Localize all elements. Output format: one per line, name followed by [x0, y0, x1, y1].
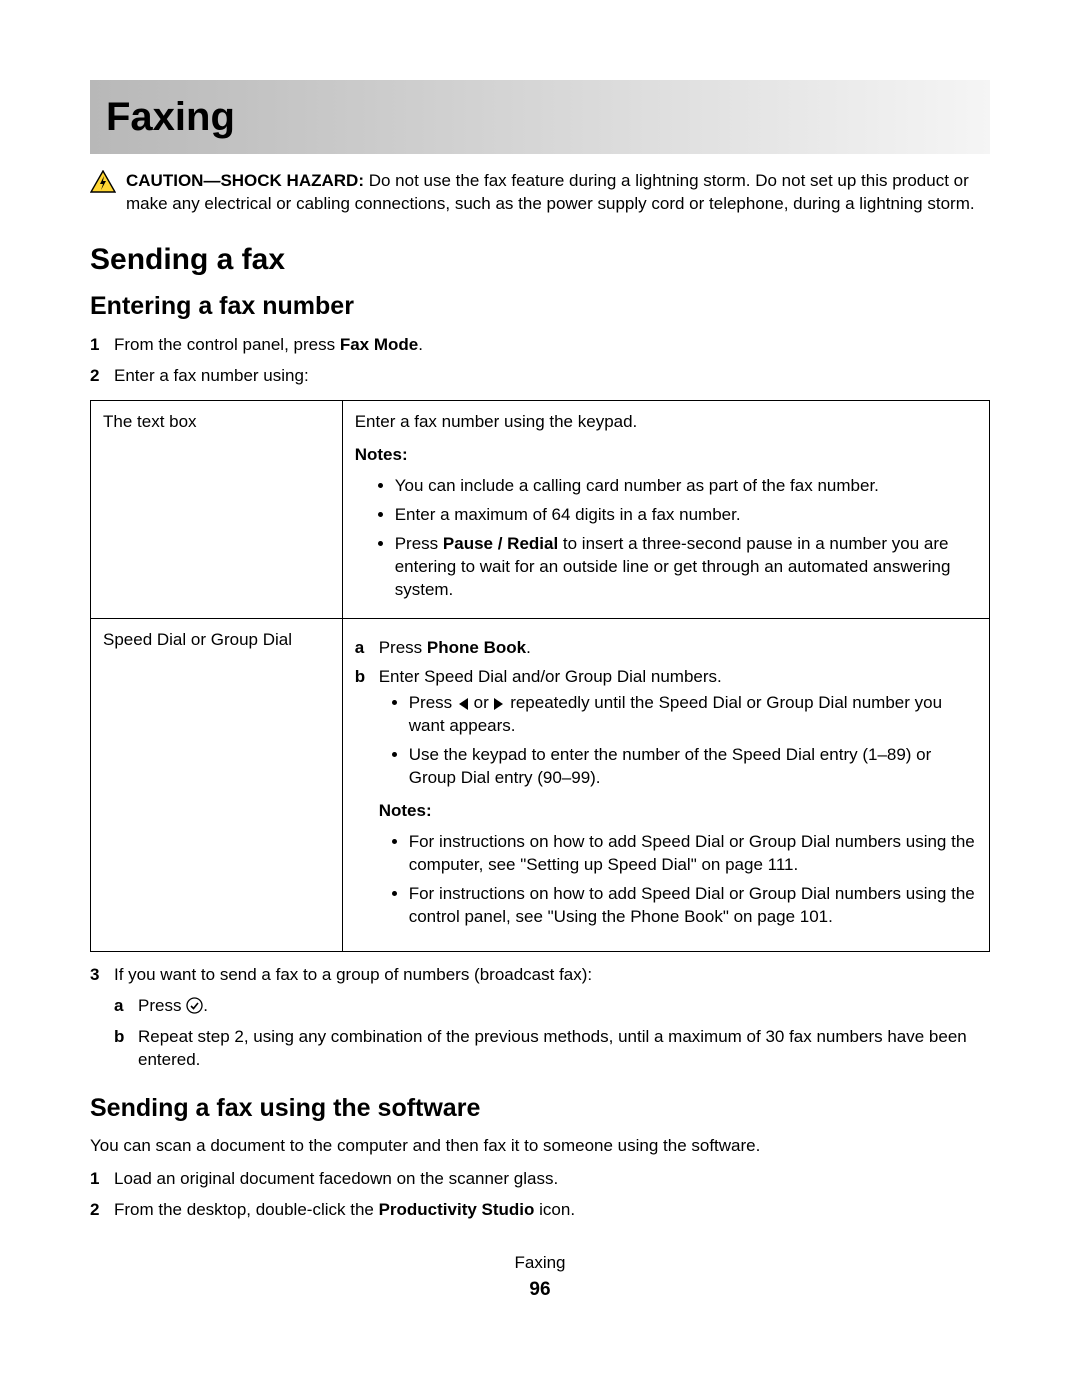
software-steps-list: 1 Load an original document facedown on … [90, 1168, 990, 1222]
table-cell-left: The text box [91, 401, 343, 619]
shock-hazard-icon [90, 170, 116, 194]
check-circle-icon [186, 995, 203, 1018]
step-1-text: From the control panel, press Fax Mode. [114, 334, 990, 357]
subsection-heading-entering: Entering a fax number [90, 290, 990, 324]
soft-step-2: From the desktop, double-click the Produ… [114, 1199, 990, 1222]
alpha-letter: b [355, 666, 379, 935]
caution-label: CAUTION—SHOCK HAZARD: [126, 171, 364, 190]
footer-title: Faxing [90, 1252, 990, 1275]
list-item: Use the keypad to enter the number of th… [409, 744, 977, 790]
step-number: 1 [90, 1168, 114, 1191]
step-3-body: If you want to send a fax to a group of … [114, 964, 990, 1080]
step-number: 1 [90, 334, 114, 357]
section-heading: Sending a fax [90, 240, 990, 281]
alpha-letter: a [114, 995, 138, 1018]
list-item: For instructions on how to add Speed Dia… [409, 883, 977, 929]
alpha-list: a Press Phone Book. b Enter Speed Dial a… [355, 637, 977, 935]
subsection-heading-software: Sending a fax using the software [90, 1092, 990, 1126]
caution-text: CAUTION—SHOCK HAZARD: Do not use the fax… [126, 170, 990, 216]
step-number: 2 [90, 365, 114, 388]
list-item: For instructions on how to add Speed Dia… [409, 831, 977, 877]
notes-bullets: You can include a calling card number as… [355, 475, 977, 602]
fax-entry-table: The text box Enter a fax number using th… [90, 400, 990, 952]
list-item: Press or repeatedly until the Speed Dial… [409, 692, 977, 738]
step-3a-text: Press . [138, 995, 990, 1018]
page-footer: Faxing 96 [90, 1252, 990, 1303]
step-2-text: Enter a fax number using: [114, 365, 990, 388]
alpha-b-text: Enter Speed Dial and/or Group Dial numbe… [379, 666, 977, 689]
list-item: Enter a maximum of 64 digits in a fax nu… [395, 504, 977, 527]
arrow-left-icon [457, 692, 469, 715]
chapter-title: Faxing [106, 90, 974, 144]
step-number: 2 [90, 1199, 114, 1222]
alpha-b-body: Enter Speed Dial and/or Group Dial numbe… [379, 666, 977, 935]
table-cell-left: Speed Dial or Group Dial [91, 618, 343, 951]
notes-label: Notes: [355, 444, 977, 467]
step-3b-text: Repeat step 2, using any combination of … [138, 1026, 990, 1072]
soft-step-1: Load an original document facedown on th… [114, 1168, 990, 1191]
list-item: Press Pause / Redial to insert a three-s… [395, 533, 977, 602]
list-item: You can include a calling card number as… [395, 475, 977, 498]
step-3-alpha-list: a Press . b Repeat step 2, using any com… [114, 995, 990, 1072]
caution-block: CAUTION—SHOCK HAZARD: Do not use the fax… [90, 170, 990, 216]
notes-bullets: For instructions on how to add Speed Dia… [379, 831, 977, 929]
nested-bullets: Press or repeatedly until the Speed Dial… [379, 692, 977, 790]
cell-intro: Enter a fax number using the keypad. [355, 411, 977, 434]
steps-list: 1 From the control panel, press Fax Mode… [90, 334, 990, 388]
notes-label: Notes: [379, 800, 977, 823]
chapter-title-bar: Faxing [90, 80, 990, 154]
table-cell-right: a Press Phone Book. b Enter Speed Dial a… [342, 618, 989, 951]
alpha-letter: a [355, 637, 379, 660]
arrow-right-icon [493, 692, 505, 715]
page-number: 96 [90, 1277, 990, 1303]
step-number: 3 [90, 964, 114, 1080]
steps-list-cont: 3 If you want to send a fax to a group o… [90, 964, 990, 1080]
table-row: Speed Dial or Group Dial a Press Phone B… [91, 618, 990, 951]
table-row: The text box Enter a fax number using th… [91, 401, 990, 619]
step-3-text: If you want to send a fax to a group of … [114, 964, 990, 987]
alpha-letter: b [114, 1026, 138, 1072]
software-intro: You can scan a document to the computer … [90, 1135, 990, 1158]
alpha-a-text: Press Phone Book. [379, 637, 977, 660]
table-cell-right: Enter a fax number using the keypad. Not… [342, 401, 989, 619]
